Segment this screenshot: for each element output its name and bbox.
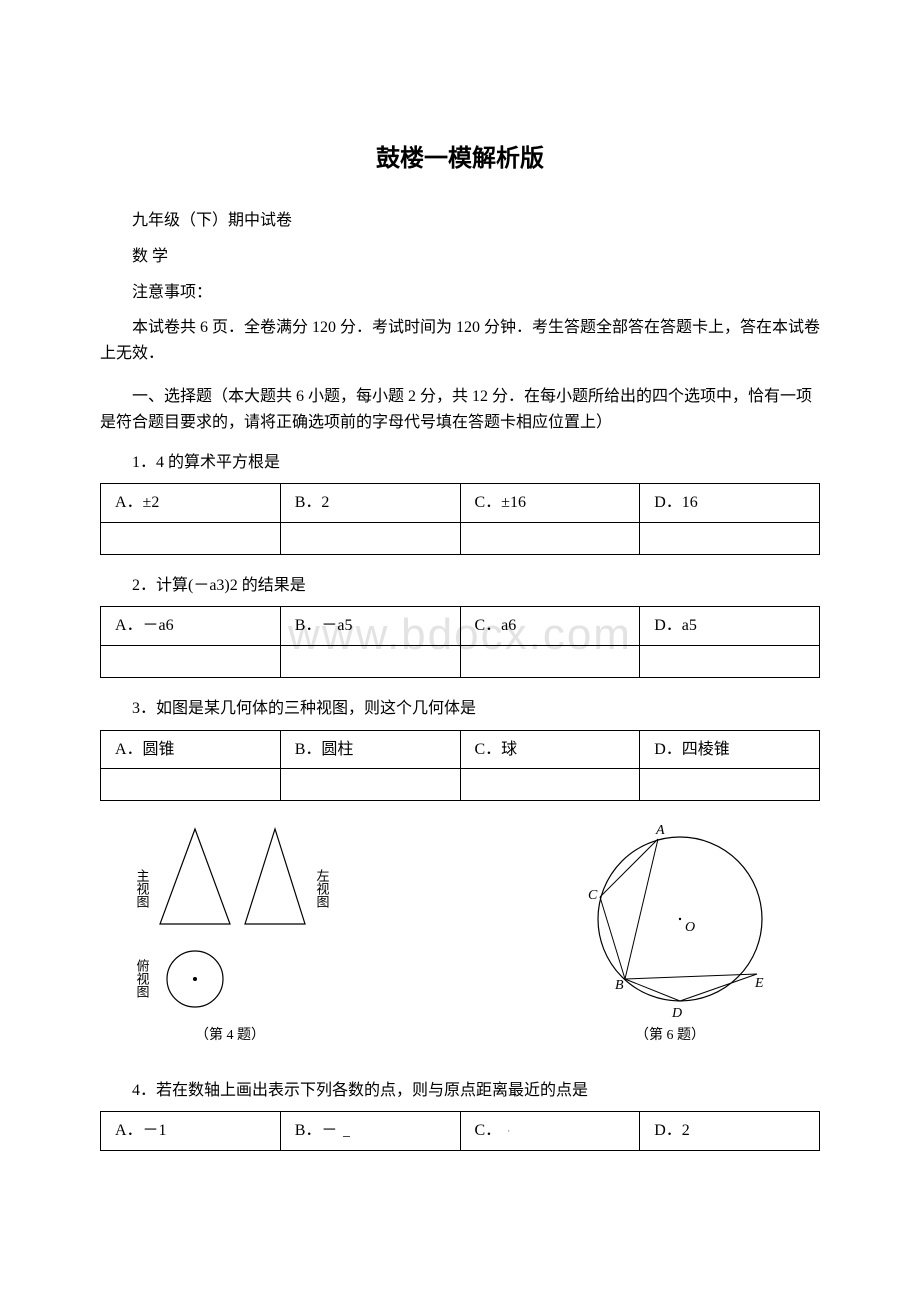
fig6-caption: （第 6 题）: [635, 1025, 705, 1047]
table-row: A．±2 B．2 C．±16 D．16: [101, 484, 820, 523]
q1-opt-d: D．16: [640, 484, 820, 523]
table-row: [101, 645, 820, 677]
q1-opt-c: C．±16: [460, 484, 640, 523]
q4-opt-b: B．－: [280, 1112, 460, 1151]
label-o: O: [685, 920, 695, 935]
empty-cell: [101, 645, 281, 677]
q2-options-table: A．－a6 B．－a5 C．a6 D．a5: [100, 606, 820, 678]
q3-opt-b: B．圆柱: [280, 730, 460, 769]
label-c: C: [588, 888, 598, 903]
subtitle: 九年级（下）期中试卷: [100, 208, 820, 234]
figure-q6: A C B D E O: [550, 819, 790, 1047]
small-symbol-icon: ·: [507, 1126, 510, 1136]
q4-text: 4．若在数轴上画出表示下列各数的点，则与原点距离最近的点是: [100, 1078, 820, 1104]
q2-opt-b: B．－a5: [280, 607, 460, 646]
q1-options-table: A．±2 B．2 C．±16 D．16: [100, 483, 820, 555]
q4-opt-a: A．－1: [101, 1112, 281, 1151]
table-row: A．圆锥 B．圆柱 C．球 D．四棱锥: [101, 730, 820, 769]
label-e: E: [754, 976, 764, 991]
three-views-icon: 主视图 左视图 俯视图: [130, 819, 330, 1019]
notice-body: 本试卷共 6 页．全卷满分 120 分．考试时间为 120 分钟．考生答题全部答…: [100, 315, 820, 366]
empty-cell: [280, 645, 460, 677]
label-main: 主视图: [135, 869, 150, 908]
q2-text: 2．计算(－a3)2 的结果是: [100, 573, 820, 599]
label-a: A: [655, 823, 665, 838]
q3-text: 3．如图是某几何体的三种视图，则这个几何体是: [100, 696, 820, 722]
figure-q4: 主视图 左视图 俯视图 （第 4 题）: [130, 819, 330, 1047]
q4-opt-c: C． ·: [460, 1112, 640, 1151]
empty-cell: [640, 522, 820, 554]
empty-cell: [460, 522, 640, 554]
empty-cell: [460, 645, 640, 677]
circle-geometry-icon: A C B D E O: [550, 819, 790, 1019]
q3-opt-a: A．圆锥: [101, 730, 281, 769]
q3-opt-c: C．球: [460, 730, 640, 769]
empty-cell: [640, 769, 820, 801]
notice-label: 注意事项：: [100, 280, 820, 306]
q3-options-table: A．圆锥 B．圆柱 C．球 D．四棱锥: [100, 730, 820, 802]
label-d: D: [671, 1006, 682, 1019]
q4-opt-d: D．2: [640, 1112, 820, 1151]
table-row: A．－1 B．－ C． · D．2: [101, 1112, 820, 1151]
q4-opt-c-text: C．: [475, 1122, 502, 1139]
fig4-caption: （第 4 题）: [195, 1025, 265, 1047]
q4-options-table: A．－1 B．－ C． · D．2: [100, 1111, 820, 1151]
label-top: 俯视图: [135, 959, 150, 999]
table-row: A．－a6 B．－a5 C．a6 D．a5: [101, 607, 820, 646]
q2-opt-d: D．a5: [640, 607, 820, 646]
q4-opt-b-text: B．－: [295, 1122, 338, 1139]
fraction-icon: [343, 1127, 352, 1135]
table-row: [101, 769, 820, 801]
empty-cell: [280, 522, 460, 554]
figures-row: 主视图 左视图 俯视图 （第 4 题） A C B D E O: [100, 819, 820, 1047]
label-b: B: [615, 978, 624, 993]
empty-cell: [460, 769, 640, 801]
q1-opt-a: A．±2: [101, 484, 281, 523]
q1-opt-b: B．2: [280, 484, 460, 523]
q3-opt-d: D．四棱锥: [640, 730, 820, 769]
q2-opt-a: A．－a6: [101, 607, 281, 646]
subject: 数 学: [100, 244, 820, 270]
section1-head: 一、选择题（本大题共 6 小题，每小题 2 分，共 12 分．在每小题所给出的四…: [100, 384, 820, 435]
page-content: 鼓楼一模解析版 九年级（下）期中试卷 数 学 注意事项： 本试卷共 6 页．全卷…: [100, 140, 820, 1151]
table-row: [101, 522, 820, 554]
page-title: 鼓楼一模解析版: [100, 140, 820, 178]
empty-cell: [101, 522, 281, 554]
empty-cell: [280, 769, 460, 801]
q2-opt-c: C．a6: [460, 607, 640, 646]
empty-cell: [101, 769, 281, 801]
empty-cell: [640, 645, 820, 677]
label-left: 左视图: [315, 869, 330, 908]
q1-text: 1．4 的算术平方根是: [100, 450, 820, 476]
